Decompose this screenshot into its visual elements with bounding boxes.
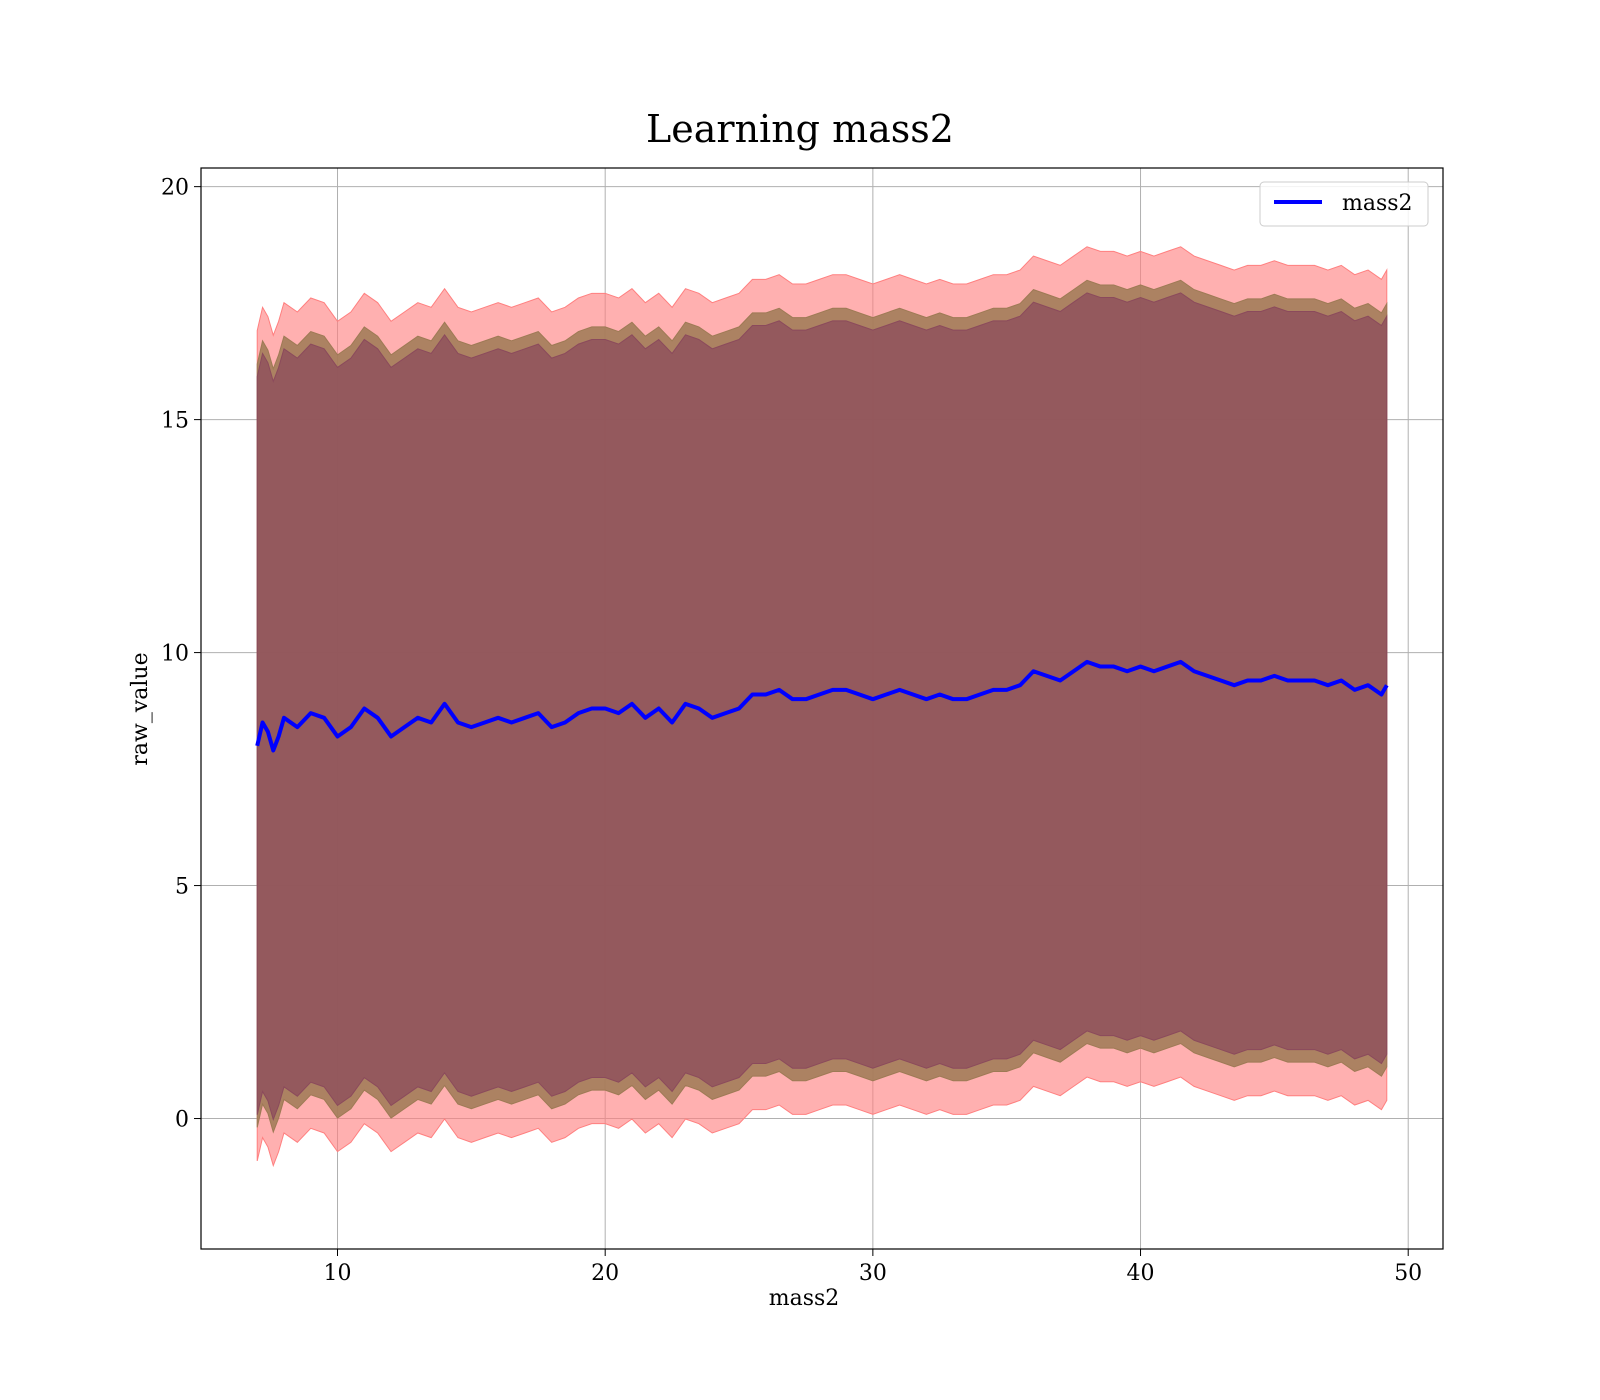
x-tick-label-40: 40 bbox=[1127, 1261, 1155, 1286]
legend: mass2 bbox=[1259, 181, 1429, 227]
y-axis-title: raw_value bbox=[128, 652, 153, 765]
legend-box bbox=[1259, 181, 1429, 227]
x-tick-label-20: 20 bbox=[591, 1261, 619, 1286]
legend-label-mass2: mass2 bbox=[1342, 191, 1413, 216]
chart-title: Learning mass2 bbox=[646, 107, 954, 151]
band-inner bbox=[256, 292, 1388, 1122]
y-tick-label-0: 0 bbox=[175, 1108, 189, 1133]
y-tick-label-15: 15 bbox=[161, 409, 189, 434]
tick-layer: 10 20 30 40 50 0 5 10 15 20 bbox=[161, 176, 1422, 1286]
plot-frame bbox=[200, 167, 1444, 1250]
x-tick-label-30: 30 bbox=[859, 1261, 887, 1286]
confidence-bands bbox=[256, 246, 1388, 1168]
x-tick-label-50: 50 bbox=[1394, 1261, 1422, 1286]
y-tick-label-5: 5 bbox=[175, 875, 189, 900]
y-tick-label-10: 10 bbox=[161, 642, 189, 667]
x-axis-title: mass2 bbox=[769, 1286, 840, 1311]
x-tick-label-10: 10 bbox=[324, 1261, 352, 1286]
series-layer bbox=[255, 659, 1389, 753]
y-tick-label-20: 20 bbox=[161, 176, 189, 201]
series-line-mass2 bbox=[255, 659, 1389, 753]
